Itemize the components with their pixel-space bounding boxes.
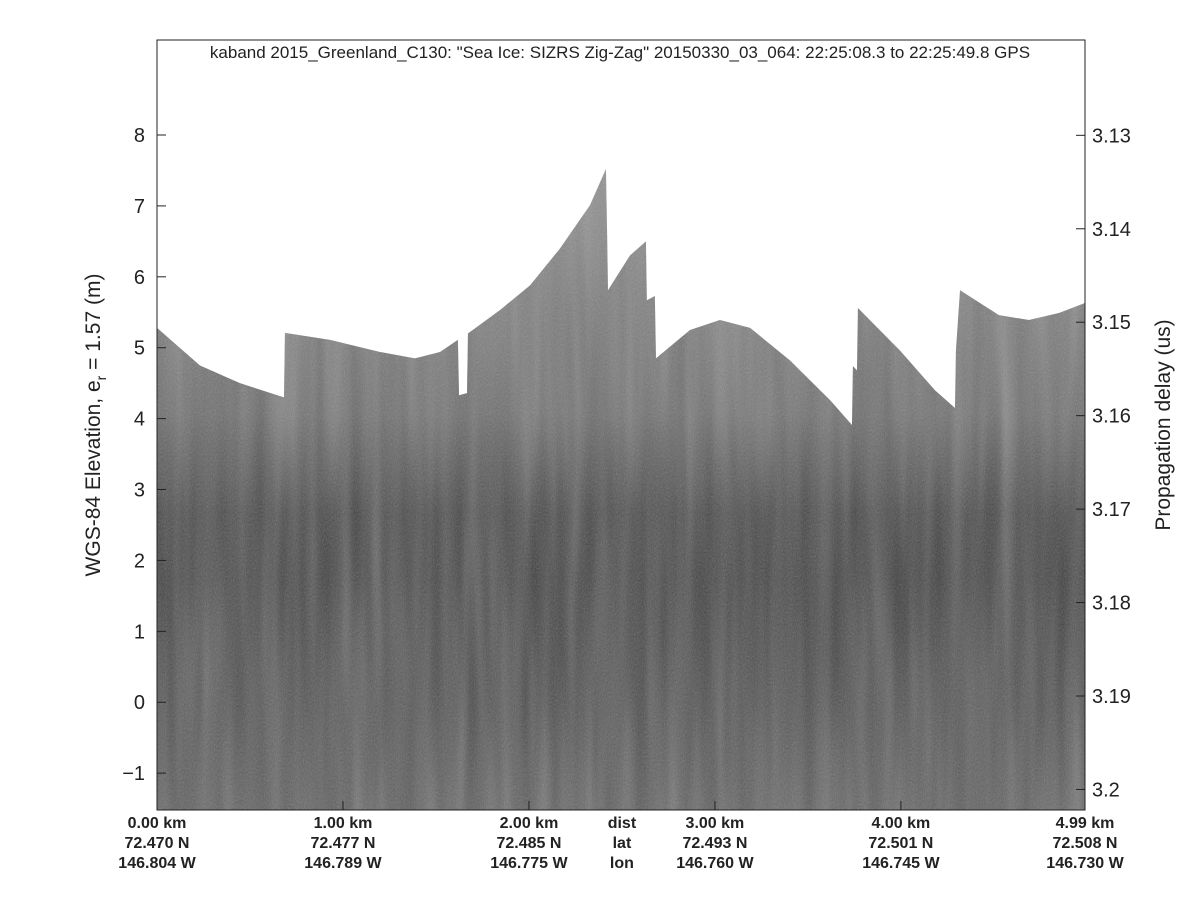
x-tick-lon: 146.804 W	[118, 855, 196, 872]
x-tick-lon: 146.745 W	[862, 855, 940, 872]
x-tick-lat: 72.470 N	[125, 835, 190, 852]
y2-tick-label: 3.14	[1092, 219, 1131, 241]
x-tick-label: 4.00 km	[872, 815, 931, 832]
echogram-texture	[157, 169, 1085, 810]
y-axis-label-rest: = 1.57 (m)	[82, 274, 105, 376]
y2-tick-label: 3.2	[1092, 779, 1120, 801]
x-row-name: lon	[610, 855, 634, 872]
x-row-name: dist	[608, 815, 637, 832]
y-tick-label: 2	[134, 550, 145, 572]
y-axis-label: WGS-84 Elevation, er = 1.57 (m)	[82, 274, 109, 577]
x-tick-label: 0.00 km	[128, 815, 187, 832]
y-tick-label: 4	[134, 409, 145, 431]
y2-tick-label: 3.16	[1092, 406, 1131, 428]
x-tick-lon: 146.789 W	[304, 855, 382, 872]
y-tick-label: 6	[134, 267, 145, 289]
y2-axis-label: Propagation delay (us)	[1152, 319, 1175, 530]
y-tick-label: 5	[134, 338, 145, 360]
x-tick-lon: 146.730 W	[1046, 855, 1124, 872]
y-tick-label: 8	[134, 125, 145, 147]
y-tick-label: 7	[134, 196, 145, 218]
x-tick-label: 3.00 km	[686, 815, 745, 832]
y2-tick-label: 3.19	[1092, 686, 1131, 708]
y-axis-label-text: WGS-84 Elevation, e	[82, 380, 105, 576]
y2-tick-label: 3.13	[1092, 125, 1131, 147]
x-tick-lon: 146.760 W	[676, 855, 754, 872]
x-tick-label: 1.00 km	[314, 815, 373, 832]
x-tick-lon: 146.775 W	[490, 855, 568, 872]
y2-tick-label: 3.18	[1092, 593, 1131, 615]
x-tick-label: 2.00 km	[500, 815, 559, 832]
chart-title: kaband 2015_Greenland_C130: "Sea Ice: SI…	[210, 43, 1030, 62]
y-tick-label: −1	[122, 763, 145, 785]
x-tick-lat: 72.485 N	[496, 835, 561, 852]
x-tick-lat: 72.493 N	[682, 835, 747, 852]
axes-frame	[156, 39, 1086, 811]
y-tick-label: 0	[134, 692, 145, 714]
x-tick-label: 4.99 km	[1056, 815, 1115, 832]
x-tick-lat: 72.477 N	[311, 835, 376, 852]
x-tick-lat: 72.501 N	[868, 835, 933, 852]
y-tick-label: 3	[134, 480, 145, 502]
x-tick-lat: 72.508 N	[1053, 835, 1118, 852]
plot-area	[157, 169, 1085, 811]
y-tick-label: 1	[134, 621, 145, 643]
y2-tick-label: 3.17	[1092, 499, 1131, 521]
echogram-grain	[157, 169, 1085, 810]
y2-tick-label: 3.15	[1092, 312, 1131, 334]
x-row-name: lat	[613, 835, 632, 852]
y-axis-label-subscript: r	[93, 375, 109, 380]
